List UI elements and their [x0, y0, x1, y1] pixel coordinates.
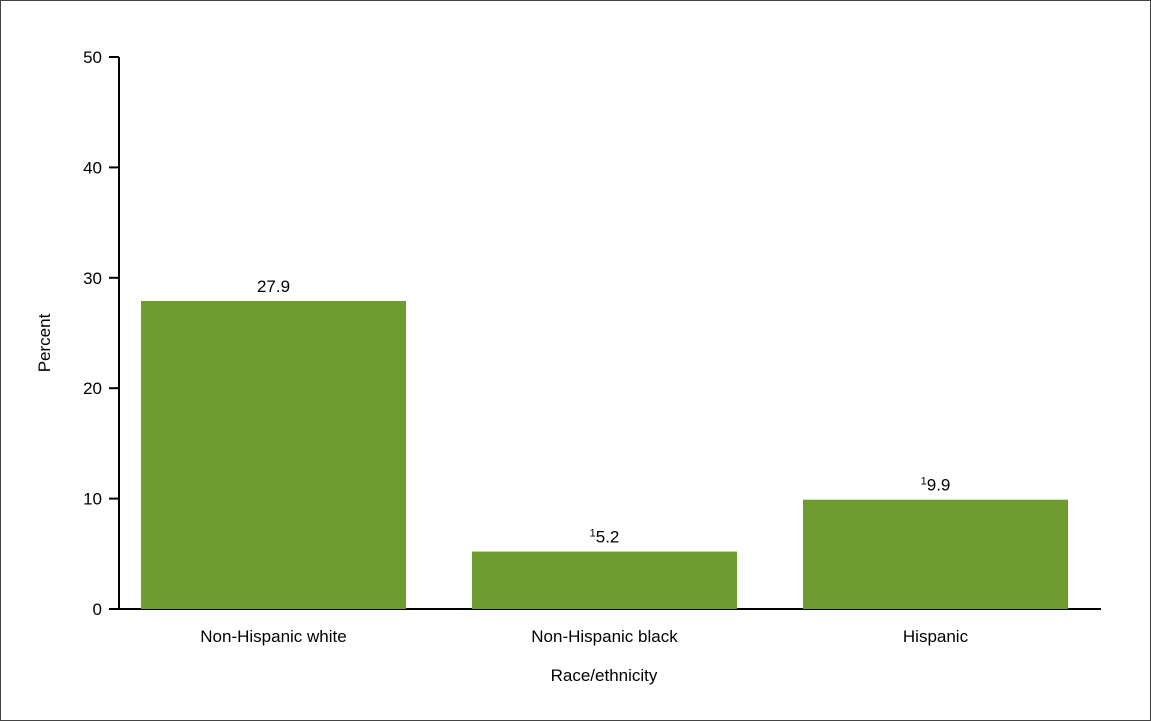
y-axis-title: Percent: [35, 313, 54, 372]
data-label: 19.9: [921, 476, 951, 495]
footnote-marker: 1: [590, 528, 596, 540]
y-axis: 0 10 20 30 40 50: [83, 48, 120, 619]
y-tick-label: 20: [83, 379, 102, 398]
y-tick-label: 50: [83, 48, 102, 67]
bar: [472, 551, 737, 609]
x-tick-label: Non-Hispanic black: [531, 627, 678, 646]
data-label: 27.9: [257, 277, 290, 296]
x-axis-title: Race/ethnicity: [551, 666, 658, 685]
data-value: 9.9: [927, 476, 951, 495]
bar: [141, 300, 406, 609]
y-tick-label: 30: [83, 269, 102, 288]
data-value: 5.2: [596, 528, 620, 547]
x-tick-label: Non-Hispanic white: [200, 627, 346, 646]
data-labels: 27.915.219.9: [257, 277, 950, 547]
footnote-marker: 1: [921, 476, 927, 488]
y-tick-label: 10: [83, 490, 102, 509]
bar: [803, 499, 1068, 609]
data-value: 27.9: [257, 277, 290, 296]
data-label: 15.2: [590, 528, 620, 547]
x-tick-label: Hispanic: [903, 627, 969, 646]
bars: [141, 300, 1068, 609]
x-axis: Non-Hispanic white Non-Hispanic black Hisp…: [118, 608, 1101, 646]
y-tick-label: 40: [83, 158, 102, 177]
y-tick-label: 0: [93, 600, 102, 619]
